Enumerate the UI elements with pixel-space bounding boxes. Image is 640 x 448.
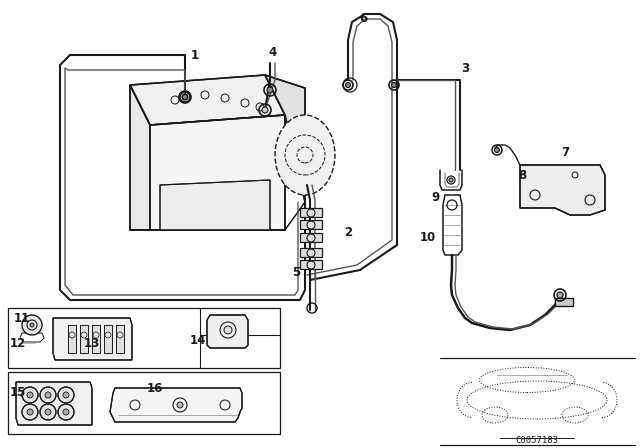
Text: 14: 14 bbox=[190, 333, 206, 346]
Circle shape bbox=[177, 402, 183, 408]
Circle shape bbox=[22, 315, 42, 335]
Text: 16: 16 bbox=[147, 382, 163, 395]
Text: 13: 13 bbox=[84, 336, 100, 349]
Text: 1: 1 bbox=[191, 48, 199, 61]
Circle shape bbox=[22, 387, 38, 403]
Text: C0057183: C0057183 bbox=[515, 435, 559, 444]
Circle shape bbox=[495, 147, 499, 152]
Text: 5: 5 bbox=[292, 266, 300, 279]
Ellipse shape bbox=[275, 115, 335, 195]
Circle shape bbox=[267, 87, 273, 93]
Polygon shape bbox=[16, 382, 92, 425]
Circle shape bbox=[27, 392, 33, 398]
Bar bbox=[116, 325, 124, 353]
Text: 10: 10 bbox=[420, 231, 436, 244]
Bar bbox=[92, 325, 100, 353]
Text: 2: 2 bbox=[344, 225, 352, 238]
Circle shape bbox=[63, 392, 69, 398]
Circle shape bbox=[262, 107, 268, 113]
Circle shape bbox=[182, 94, 188, 100]
Polygon shape bbox=[130, 85, 150, 230]
Polygon shape bbox=[265, 75, 305, 202]
Circle shape bbox=[182, 95, 188, 99]
Text: 12: 12 bbox=[10, 336, 26, 349]
Circle shape bbox=[346, 82, 351, 87]
Bar bbox=[68, 325, 76, 353]
Circle shape bbox=[40, 404, 56, 420]
Circle shape bbox=[30, 323, 34, 327]
Bar bbox=[104, 325, 112, 353]
Bar bbox=[300, 220, 322, 229]
Circle shape bbox=[27, 409, 33, 415]
Polygon shape bbox=[520, 165, 605, 215]
Circle shape bbox=[40, 387, 56, 403]
Polygon shape bbox=[207, 315, 248, 348]
Bar bbox=[80, 325, 88, 353]
Text: 15: 15 bbox=[10, 385, 26, 399]
Circle shape bbox=[63, 409, 69, 415]
Polygon shape bbox=[130, 75, 285, 125]
Polygon shape bbox=[160, 180, 270, 230]
Text: 11: 11 bbox=[14, 311, 30, 324]
Bar bbox=[555, 298, 573, 306]
Circle shape bbox=[449, 178, 453, 182]
Polygon shape bbox=[53, 318, 132, 360]
Circle shape bbox=[557, 292, 563, 298]
Circle shape bbox=[45, 392, 51, 398]
Bar bbox=[300, 233, 322, 242]
Bar bbox=[92, 325, 100, 353]
Polygon shape bbox=[110, 388, 242, 422]
Circle shape bbox=[22, 404, 38, 420]
Circle shape bbox=[45, 409, 51, 415]
Text: 8: 8 bbox=[518, 168, 526, 181]
Text: 9: 9 bbox=[431, 190, 439, 203]
Bar bbox=[300, 260, 322, 269]
Bar bbox=[300, 208, 322, 217]
Bar bbox=[8, 308, 280, 368]
Bar bbox=[116, 325, 124, 353]
Text: 7: 7 bbox=[561, 146, 569, 159]
Text: 3: 3 bbox=[461, 61, 469, 74]
Text: 6: 6 bbox=[359, 12, 367, 25]
Bar bbox=[104, 325, 112, 353]
Polygon shape bbox=[150, 115, 285, 230]
Circle shape bbox=[392, 82, 397, 87]
Circle shape bbox=[58, 387, 74, 403]
Bar bbox=[8, 372, 280, 434]
Circle shape bbox=[58, 404, 74, 420]
Text: 4: 4 bbox=[269, 46, 277, 59]
Circle shape bbox=[224, 326, 232, 334]
Bar bbox=[68, 325, 76, 353]
Bar bbox=[300, 248, 322, 257]
Bar bbox=[80, 325, 88, 353]
